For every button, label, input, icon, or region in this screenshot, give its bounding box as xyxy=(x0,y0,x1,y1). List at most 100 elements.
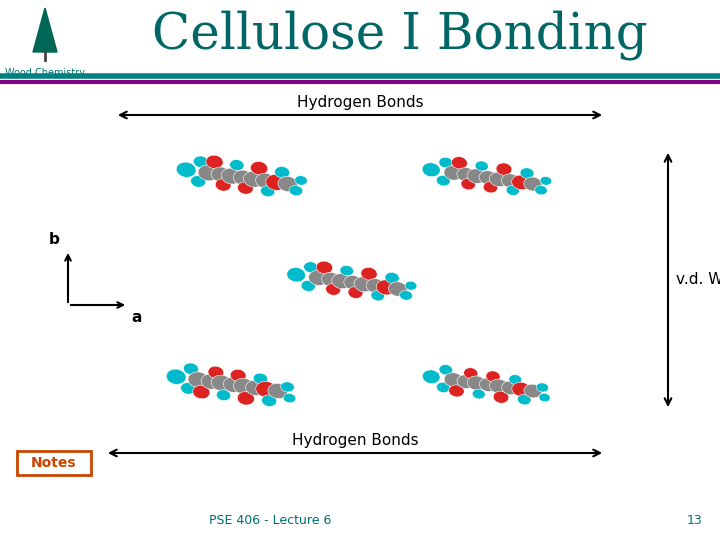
Text: PSE 406 - Lecture 6: PSE 406 - Lecture 6 xyxy=(209,514,331,527)
Ellipse shape xyxy=(194,156,209,167)
Text: Wood Chemistry: Wood Chemistry xyxy=(5,68,85,78)
Ellipse shape xyxy=(208,366,224,379)
Text: b: b xyxy=(49,232,60,247)
Ellipse shape xyxy=(361,267,377,280)
Ellipse shape xyxy=(243,171,264,187)
FancyBboxPatch shape xyxy=(17,451,91,475)
Ellipse shape xyxy=(512,382,531,396)
Ellipse shape xyxy=(176,162,196,177)
Ellipse shape xyxy=(405,281,417,290)
Text: Hydrogen Bonds: Hydrogen Bonds xyxy=(297,95,423,110)
Ellipse shape xyxy=(268,383,287,399)
Ellipse shape xyxy=(233,379,254,394)
Polygon shape xyxy=(33,8,57,52)
Ellipse shape xyxy=(535,186,547,195)
Ellipse shape xyxy=(457,167,475,181)
Ellipse shape xyxy=(385,272,399,284)
Ellipse shape xyxy=(309,271,328,286)
Ellipse shape xyxy=(166,369,186,384)
Ellipse shape xyxy=(467,376,486,390)
Ellipse shape xyxy=(354,276,374,292)
Ellipse shape xyxy=(436,382,450,393)
Ellipse shape xyxy=(283,394,296,403)
Ellipse shape xyxy=(486,371,500,382)
Ellipse shape xyxy=(439,157,453,168)
Ellipse shape xyxy=(479,171,498,185)
Text: Notes: Notes xyxy=(31,456,77,470)
Ellipse shape xyxy=(294,176,307,185)
Ellipse shape xyxy=(256,381,276,397)
Ellipse shape xyxy=(211,375,232,391)
Text: Hydrogen Bonds: Hydrogen Bonds xyxy=(292,433,418,448)
Ellipse shape xyxy=(206,155,223,168)
Ellipse shape xyxy=(496,163,512,176)
Ellipse shape xyxy=(480,378,497,392)
Ellipse shape xyxy=(509,375,522,384)
Ellipse shape xyxy=(540,177,552,185)
Ellipse shape xyxy=(181,383,196,394)
Ellipse shape xyxy=(261,395,276,407)
Ellipse shape xyxy=(332,274,351,289)
Ellipse shape xyxy=(193,386,210,399)
Ellipse shape xyxy=(490,172,508,187)
Ellipse shape xyxy=(198,165,219,181)
Ellipse shape xyxy=(289,186,302,195)
Ellipse shape xyxy=(472,389,485,399)
Ellipse shape xyxy=(287,267,305,282)
Ellipse shape xyxy=(256,173,275,188)
Ellipse shape xyxy=(281,382,294,392)
Ellipse shape xyxy=(230,160,244,171)
Ellipse shape xyxy=(274,166,289,178)
Ellipse shape xyxy=(502,381,519,395)
Ellipse shape xyxy=(348,287,363,299)
Ellipse shape xyxy=(451,157,467,169)
Ellipse shape xyxy=(322,272,341,287)
Ellipse shape xyxy=(261,186,275,197)
Text: v.d. Waals: v.d. Waals xyxy=(676,273,720,287)
Ellipse shape xyxy=(191,176,206,187)
Ellipse shape xyxy=(253,373,268,384)
Ellipse shape xyxy=(246,380,266,395)
Ellipse shape xyxy=(316,261,333,274)
Ellipse shape xyxy=(388,282,407,296)
Ellipse shape xyxy=(304,262,318,273)
Ellipse shape xyxy=(512,175,531,190)
Ellipse shape xyxy=(215,179,231,191)
Ellipse shape xyxy=(464,368,478,379)
Text: 13: 13 xyxy=(687,514,703,527)
Ellipse shape xyxy=(201,374,221,389)
Ellipse shape xyxy=(422,163,440,177)
Ellipse shape xyxy=(230,369,246,382)
Ellipse shape xyxy=(301,280,315,292)
Ellipse shape xyxy=(536,383,549,392)
Ellipse shape xyxy=(344,275,363,290)
Ellipse shape xyxy=(223,377,243,393)
Ellipse shape xyxy=(251,161,268,175)
Ellipse shape xyxy=(520,168,534,179)
Ellipse shape xyxy=(506,185,519,195)
Ellipse shape xyxy=(377,280,396,295)
Ellipse shape xyxy=(444,166,463,180)
Ellipse shape xyxy=(184,363,199,375)
Ellipse shape xyxy=(217,390,230,401)
Ellipse shape xyxy=(266,174,287,191)
Ellipse shape xyxy=(523,177,542,191)
Ellipse shape xyxy=(233,170,253,185)
Ellipse shape xyxy=(439,364,453,375)
Ellipse shape xyxy=(501,174,520,188)
Ellipse shape xyxy=(400,291,413,300)
Ellipse shape xyxy=(483,181,498,193)
Ellipse shape xyxy=(444,373,463,387)
Ellipse shape xyxy=(238,392,254,405)
Ellipse shape xyxy=(340,266,354,276)
Ellipse shape xyxy=(436,176,450,186)
Ellipse shape xyxy=(524,384,541,398)
Ellipse shape xyxy=(278,177,297,192)
Ellipse shape xyxy=(539,393,550,402)
Ellipse shape xyxy=(475,161,488,171)
Ellipse shape xyxy=(457,375,474,388)
Text: a: a xyxy=(131,310,141,325)
Ellipse shape xyxy=(493,391,509,403)
Ellipse shape xyxy=(518,394,531,405)
Ellipse shape xyxy=(449,385,464,397)
